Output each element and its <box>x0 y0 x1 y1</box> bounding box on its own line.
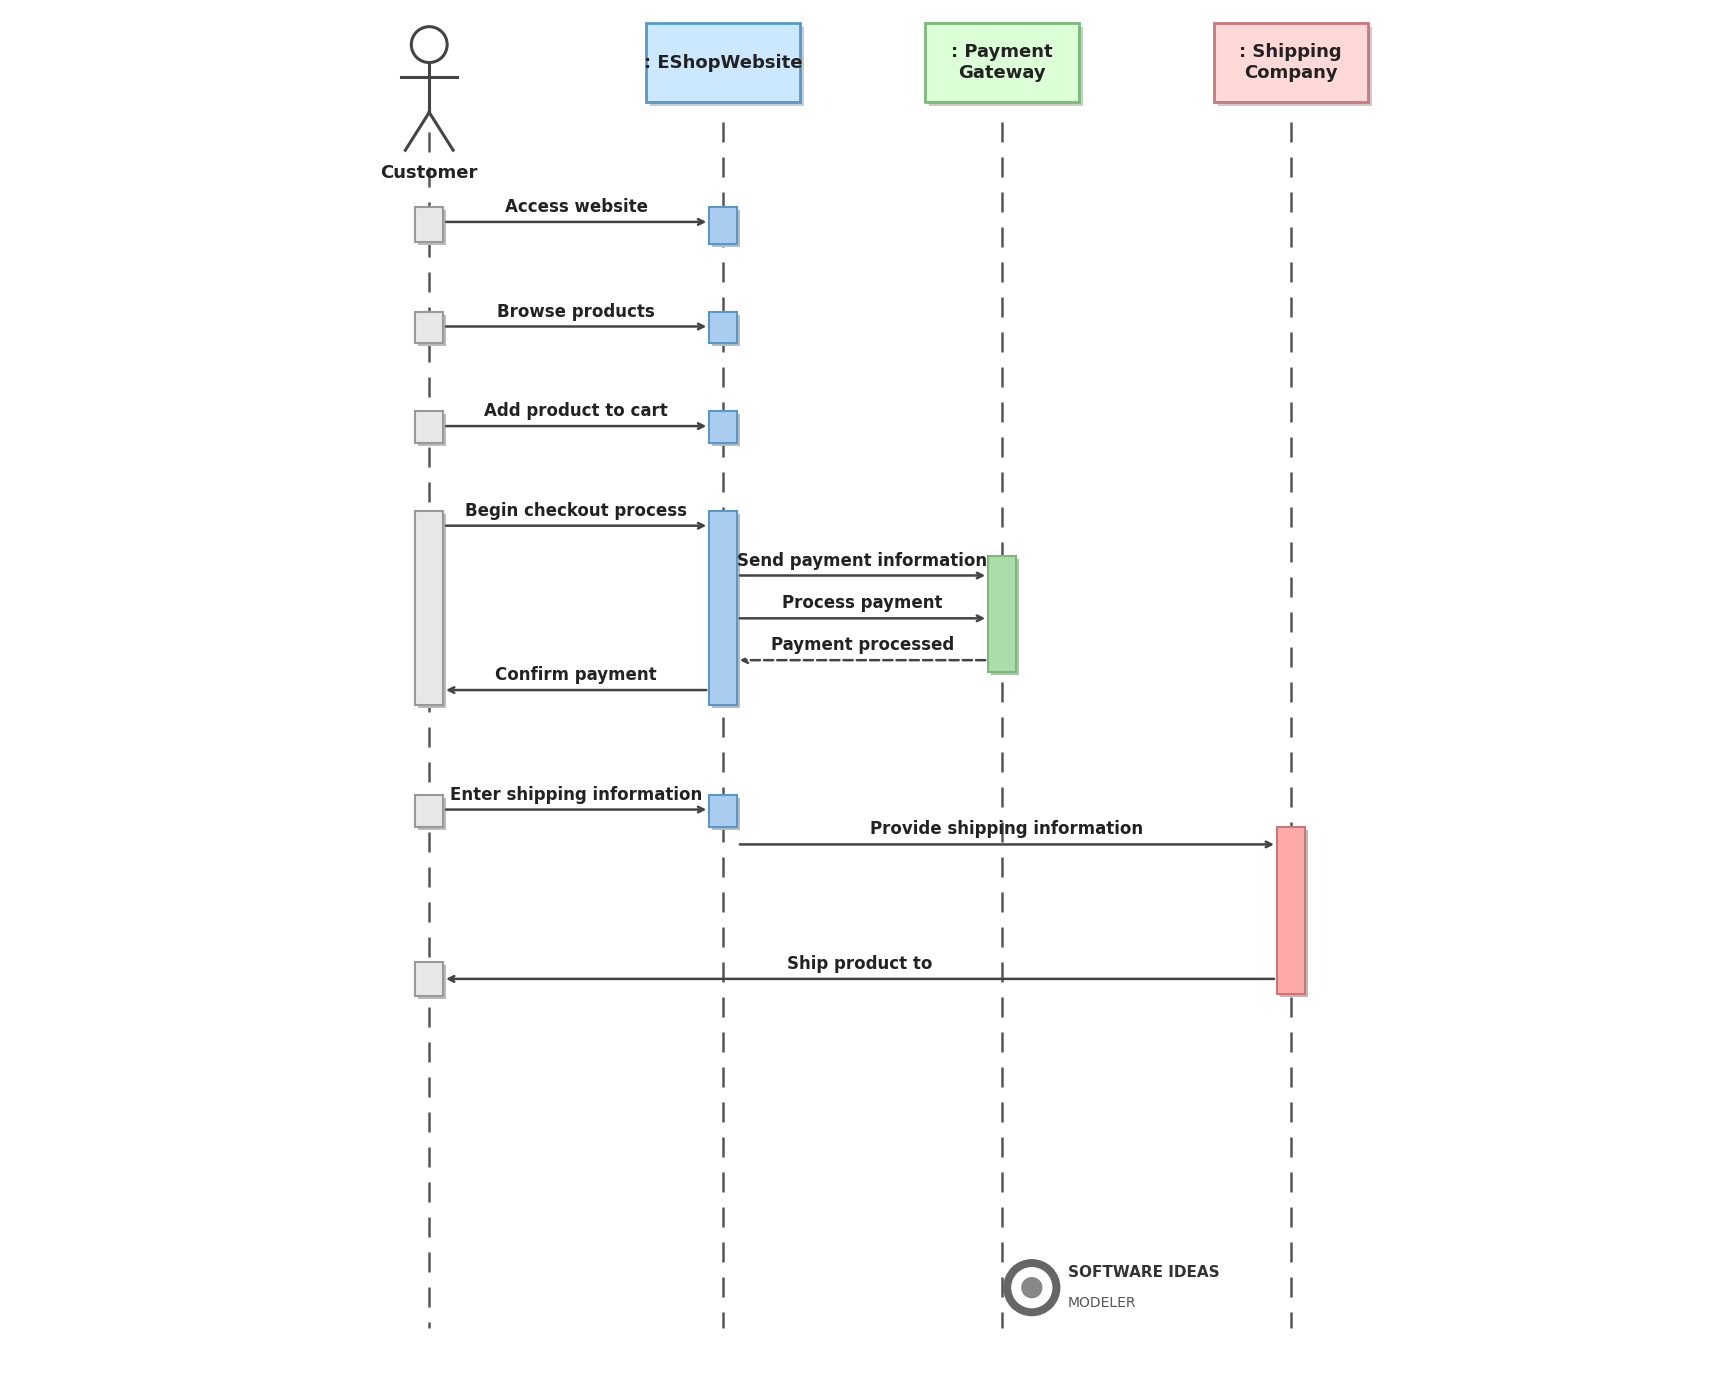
Text: Confirm payment: Confirm payment <box>495 666 657 685</box>
Text: Enter shipping information: Enter shipping information <box>450 785 702 804</box>
Text: : Shipping
Company: : Shipping Company <box>1240 43 1342 83</box>
Bar <box>1214 22 1368 102</box>
Text: SOFTWARE IDEAS: SOFTWARE IDEAS <box>1068 1264 1220 1280</box>
Bar <box>416 511 443 706</box>
Bar <box>712 210 740 246</box>
Bar <box>709 312 737 343</box>
Bar <box>709 795 737 827</box>
Bar <box>712 798 740 830</box>
Text: Payment processed: Payment processed <box>771 636 954 654</box>
Circle shape <box>1013 1268 1052 1308</box>
Bar <box>925 22 1080 102</box>
Text: Add product to cart: Add product to cart <box>485 402 668 420</box>
Bar <box>417 315 447 346</box>
Bar <box>416 207 443 242</box>
Bar <box>990 559 1019 675</box>
Bar <box>417 965 447 998</box>
Text: : EShopWebsite: : EShopWebsite <box>643 53 802 71</box>
Text: Browse products: Browse products <box>497 302 656 321</box>
Text: MODELER: MODELER <box>1068 1295 1137 1309</box>
Text: : Payment
Gateway: : Payment Gateway <box>950 43 1052 83</box>
Bar <box>709 207 737 244</box>
Text: Access website: Access website <box>505 197 647 216</box>
Text: Customer: Customer <box>381 164 478 182</box>
Bar <box>417 414 447 447</box>
Text: Send payment information: Send payment information <box>738 552 987 570</box>
Bar <box>709 412 737 442</box>
Bar <box>1218 27 1371 106</box>
Bar <box>417 514 447 708</box>
Bar <box>1276 827 1304 994</box>
Bar <box>928 27 1083 106</box>
Bar <box>712 315 740 346</box>
Bar <box>416 795 443 827</box>
Bar <box>1280 830 1308 997</box>
Bar <box>416 412 443 442</box>
Bar <box>988 556 1016 672</box>
Text: Process payment: Process payment <box>781 595 944 612</box>
Bar <box>709 511 737 706</box>
Bar <box>416 312 443 343</box>
Circle shape <box>1021 1278 1042 1298</box>
Bar <box>417 798 447 830</box>
Bar <box>417 210 447 245</box>
Text: Provide shipping information: Provide shipping information <box>871 820 1144 839</box>
Bar <box>416 962 443 995</box>
Circle shape <box>1004 1260 1059 1316</box>
Text: Ship product to: Ship product to <box>787 955 933 973</box>
Bar <box>645 22 800 102</box>
Bar <box>712 514 740 708</box>
Text: Begin checkout process: Begin checkout process <box>466 501 687 519</box>
Bar <box>712 414 740 447</box>
Bar <box>650 27 804 106</box>
